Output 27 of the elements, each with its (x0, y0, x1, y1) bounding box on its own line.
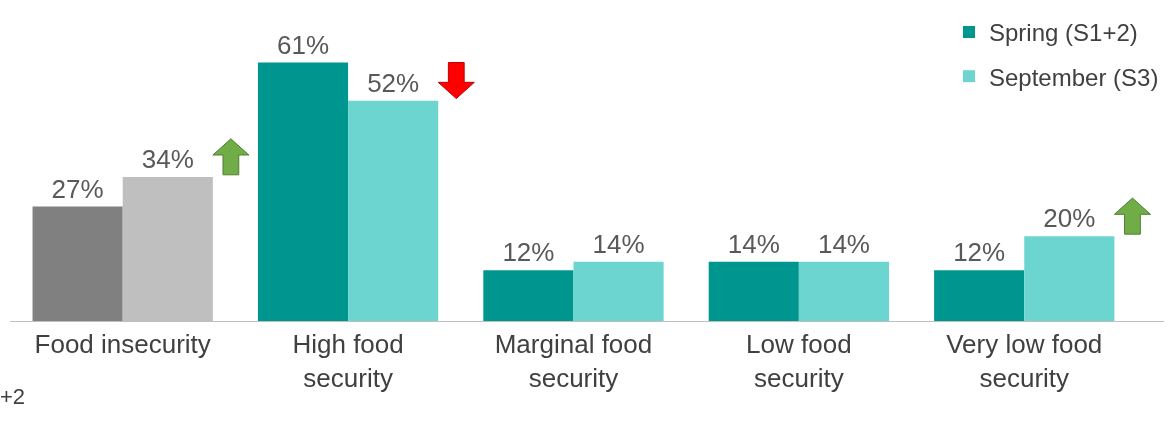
bar (348, 100, 439, 321)
bar (1024, 236, 1115, 321)
bar (573, 261, 664, 321)
data-label: 27% (51, 173, 104, 204)
x-tick-label: Low food security (746, 329, 852, 393)
bar (798, 261, 890, 321)
x-tick-label: High food security (292, 329, 404, 393)
data-label: 34% (141, 143, 194, 174)
legend-label: Spring (S1+2) (989, 19, 1138, 47)
bar (708, 261, 799, 321)
text: +2 (0, 384, 26, 409)
data-label: 12% (502, 237, 555, 268)
x-tick-label: Marginal food security (494, 329, 653, 393)
data-label: 52% (367, 67, 420, 98)
bar (257, 62, 349, 321)
bar (32, 206, 123, 321)
legend-label: September (S3) (989, 63, 1159, 91)
data-label: 14% (727, 228, 780, 259)
data-label: 14% (817, 228, 870, 259)
data-label: 61% (276, 29, 330, 60)
data-label: 14% (592, 228, 645, 259)
data-label: 12% (953, 237, 1006, 268)
bar (934, 270, 1025, 321)
x-tick-label: Very low food security (946, 329, 1103, 393)
data-label: 20% (1043, 203, 1096, 234)
x-tick-label: Food insecurity (34, 329, 211, 360)
bar (483, 270, 574, 321)
